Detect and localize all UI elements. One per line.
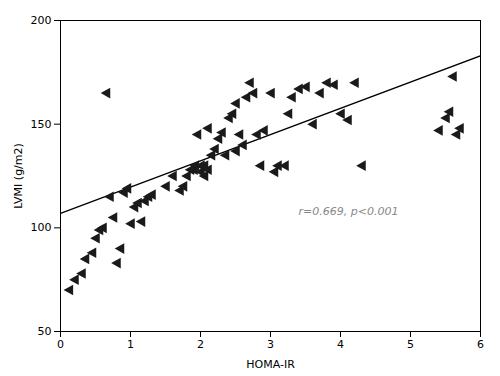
svg-text:5: 5: [407, 338, 414, 351]
svg-text:100: 100: [31, 221, 52, 234]
svg-text:LVMI (g/m2): LVMI (g/m2): [12, 143, 25, 209]
svg-text:r=0.669, p<0.001: r=0.669, p<0.001: [299, 205, 399, 218]
svg-text:2: 2: [197, 338, 204, 351]
svg-text:HOMA-IR: HOMA-IR: [246, 358, 295, 371]
svg-text:3: 3: [267, 338, 274, 351]
svg-text:4: 4: [337, 338, 344, 351]
svg-text:150: 150: [31, 118, 52, 131]
svg-text:50: 50: [38, 325, 52, 338]
svg-text:6: 6: [477, 338, 484, 351]
svg-text:1: 1: [127, 338, 134, 351]
svg-text:0: 0: [57, 338, 64, 351]
svg-text:200: 200: [31, 14, 52, 27]
